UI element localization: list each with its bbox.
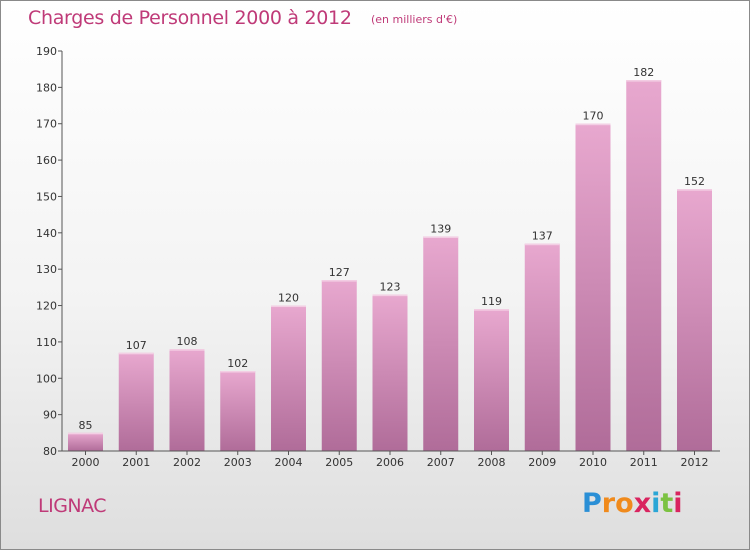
bar[interactable]	[68, 432, 103, 451]
x-axis: 2000 2001 2002 2003 2004 2005 2006 2007 2008 2009…	[62, 450, 720, 469]
bar-highlight	[321, 280, 357, 282]
y-tick-label: 190	[36, 45, 57, 58]
y-tick-label: 130	[36, 263, 57, 276]
bars: 85 107 108 102 120 127 123 139 119 137 170 182 152	[68, 66, 712, 452]
x-tick-label: 2007	[427, 456, 455, 469]
y-tick-label: 90	[43, 409, 57, 422]
x-tick-label: 2012	[681, 456, 709, 469]
x-tick-label: 2003	[224, 456, 252, 469]
bar[interactable]	[220, 371, 256, 451]
y-axis: 80 90 100 110 120 130 140 150 160 170 180 190	[36, 45, 63, 458]
bar-value-label: 107	[126, 339, 147, 352]
y-tick-label: 170	[36, 118, 57, 131]
bar-value-label: 120	[278, 292, 299, 305]
x-tick-label: 2004	[275, 456, 303, 469]
y-tick-label: 120	[36, 300, 57, 313]
logo-letter: r	[601, 488, 616, 519]
bar[interactable]	[575, 123, 611, 452]
bar[interactable]	[474, 309, 509, 451]
bar-value-label: 119	[481, 295, 502, 308]
logo-letter: o	[615, 488, 634, 519]
y-tick-label: 80	[43, 445, 57, 458]
chart-subtitle: (en milliers d'€)	[371, 13, 458, 26]
bar-highlight	[372, 294, 408, 297]
x-tick-label: 2009	[528, 456, 556, 469]
bar[interactable]	[321, 280, 357, 451]
x-tick-label: 2010	[579, 456, 607, 469]
bar-value-label: 123	[380, 281, 401, 294]
bar-highlight	[118, 352, 154, 355]
logo-letter: i	[673, 488, 683, 519]
logo-letter: i	[651, 488, 661, 519]
bar-value-label: 85	[79, 419, 93, 432]
bar-highlight	[169, 349, 205, 351]
bar-value-label: 139	[430, 222, 451, 235]
y-tick-label: 140	[36, 227, 57, 240]
bar-value-label: 108	[177, 335, 198, 348]
bar-highlight	[220, 371, 256, 373]
x-tick-label: 2005	[325, 456, 353, 469]
x-tick-label: 2011	[630, 456, 658, 469]
bar[interactable]	[169, 349, 205, 451]
x-tick-label: 2008	[478, 456, 506, 469]
bar[interactable]	[524, 243, 560, 451]
x-tick-label: 2001	[122, 456, 150, 469]
bar-highlight	[474, 309, 509, 311]
bar-value-label: 182	[633, 66, 654, 79]
bar[interactable]	[118, 352, 154, 451]
bar-value-label: 137	[532, 230, 553, 243]
bar-highlight	[524, 243, 560, 246]
proxiti-logo[interactable]: Proxiti	[582, 488, 683, 519]
x-tick-label: 2000	[72, 456, 100, 469]
y-tick-label: 180	[36, 81, 57, 94]
bar-value-label: 102	[227, 357, 248, 370]
y-tick-label: 150	[36, 190, 57, 203]
bar-highlight	[271, 305, 306, 308]
y-tick-label: 110	[36, 336, 57, 349]
bar-highlight	[423, 236, 459, 238]
commune-name: LIGNAC	[38, 495, 107, 517]
y-tick-label: 160	[36, 154, 57, 167]
y-tick-label: 100	[36, 372, 57, 385]
bar-highlight	[626, 80, 662, 82]
chart-title: Charges de Personnel 2000 à 2012	[28, 7, 352, 29]
x-tick-label: 2002	[173, 456, 201, 469]
bar-value-label: 152	[684, 175, 705, 188]
logo-letter: P	[582, 488, 602, 519]
logo-letter: t	[660, 488, 674, 519]
bar-highlight	[575, 123, 611, 126]
logo-letter: x	[633, 488, 652, 519]
bar[interactable]	[626, 80, 662, 451]
bar[interactable]	[423, 236, 459, 451]
bar-value-label: 170	[583, 110, 604, 123]
bar[interactable]	[271, 305, 306, 451]
bar-highlight	[68, 432, 103, 435]
bar[interactable]	[677, 189, 712, 451]
bar-highlight	[677, 189, 712, 191]
bar-value-label: 127	[329, 266, 350, 279]
x-tick-label: 2006	[376, 456, 404, 469]
bar[interactable]	[372, 294, 408, 451]
